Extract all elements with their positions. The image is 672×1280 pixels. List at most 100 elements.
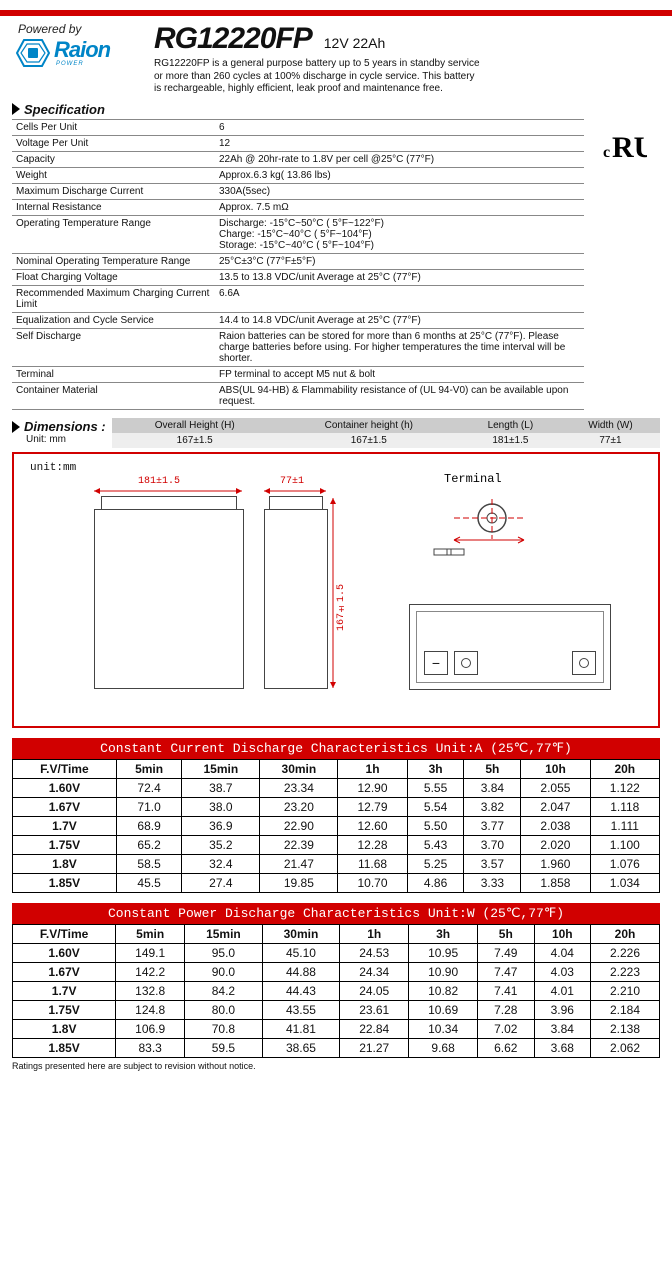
disc-cell: 72.4 [116,778,182,797]
disc-col-header: 30min [262,924,340,943]
disc-cell: 2.138 [591,1019,660,1038]
spec-value: 6 [215,119,584,135]
disc-col-header: 5h [464,759,521,778]
disc-cell: 1.960 [521,854,590,873]
spec-label: Recommended Maximum Charging Current Lim… [12,285,215,312]
disc-cell: 44.43 [262,981,340,1000]
disc-cell: 23.34 [260,778,338,797]
disc-cell: 4.01 [534,981,590,1000]
disc-col-header: 15min [182,759,260,778]
model-number: RG12220FP [154,22,312,56]
disc-cell: 21.27 [340,1038,409,1057]
dimensions-heading: Dimensions : [12,419,106,434]
disc-row-header: 1.8V [13,1019,116,1038]
disc-cell: 9.68 [409,1038,478,1057]
disc-row-header: 1.75V [13,1000,116,1019]
disc-cell: 1.034 [590,873,659,892]
disc-cell: 12.79 [338,797,407,816]
spec-label: Container Material [12,382,215,409]
dims-col-value: 77±1 [561,433,660,448]
disc-cell: 124.8 [116,1000,185,1019]
disc-cell: 1.858 [521,873,590,892]
disc-cell: 3.68 [534,1038,590,1057]
disc-cell: 5.25 [407,854,464,873]
disc-cell: 106.9 [116,1019,185,1038]
terminal-label: Terminal [444,472,502,486]
disc-cell: 3.70 [464,835,521,854]
spec-value: 330A(5sec) [215,183,584,199]
disc-cell: 23.20 [260,797,338,816]
dimension-diagram: unit:mm 181±1.5 77±1 167±1.5 Terminal [12,452,660,728]
triangle-icon [12,103,20,115]
neg-terminal-icon: − [424,651,448,675]
spec-label: Terminal [12,366,215,382]
disc-cell: 38.0 [182,797,260,816]
spec-value: 6.6A [215,285,584,312]
disc-col-header: 10h [521,759,590,778]
disc-cell: 24.34 [340,962,409,981]
disc-cell: 10.34 [409,1019,478,1038]
disc-cell: 1.076 [590,854,659,873]
disc-cell: 4.04 [534,943,590,962]
brand-name: Raion [54,37,110,62]
disc-row-header: 1.60V [13,778,117,797]
disc-cell: 1.118 [590,797,659,816]
triangle-icon [12,421,20,433]
logo-hex-icon [16,38,50,68]
disc-cell: 38.7 [182,778,260,797]
disc-cell: 12.60 [338,816,407,835]
disc-cell: 2.055 [521,778,590,797]
dimensions-header-table: Overall Height (H)Container height (h)Le… [112,418,660,448]
disc-col-header: 30min [260,759,338,778]
disc-cell: 10.70 [338,873,407,892]
disc-cell: 71.0 [116,797,182,816]
disc-col-header: 5min [116,924,185,943]
spec-label: Weight [12,167,215,183]
disc-cell: 12.28 [338,835,407,854]
voltage-capacity: 12V 22Ah [324,35,386,51]
disc-row-header: 1.7V [13,816,117,835]
disc-cell: 10.82 [409,981,478,1000]
spec-label: Internal Resistance [12,199,215,215]
disc-cell: 32.4 [182,854,260,873]
dims-col-value: 181±1.5 [460,433,561,448]
disc-row-header: 1.75V [13,835,117,854]
disc-cell: 3.57 [464,854,521,873]
disc-cell: 3.84 [464,778,521,797]
ul-mark-cell: c RU [590,119,660,173]
disc-cell: 36.9 [182,816,260,835]
disc-cell: 27.4 [182,873,260,892]
disc-cell: 22.84 [340,1019,409,1038]
diagram-top-view: − [409,604,611,690]
disc-row-header: 1.85V [13,1038,116,1057]
disc-cell: 10.90 [409,962,478,981]
disc-cell: 21.47 [260,854,338,873]
disc-cell: 23.61 [340,1000,409,1019]
disc-cell: 4.86 [407,873,464,892]
footnote: Ratings presented here are subject to re… [12,1061,660,1071]
disc-cell: 1.100 [590,835,659,854]
ul-mark-icon: c RU [601,129,649,173]
spec-value: Discharge: -15°C~50°C ( 5°F~122°F) Charg… [215,215,584,253]
disc-cell: 38.65 [262,1038,340,1057]
disc-cell: 10.69 [409,1000,478,1019]
disc-row-header: 1.85V [13,873,117,892]
current-discharge-table: F.V/Time5min15min30min1h3h5h10h20h1.60V7… [12,759,660,893]
disc-col-header: 1h [340,924,409,943]
disc-col-header: 1h [338,759,407,778]
disc-cell: 149.1 [116,943,185,962]
spec-label: Equalization and Cycle Service [12,312,215,328]
disc-cell: 11.68 [338,854,407,873]
disc-col-header: 10h [534,924,590,943]
spec-label: Nominal Operating Temperature Range [12,253,215,269]
dims-col-value: 167±1.5 [112,433,278,448]
disc-cell: 80.0 [185,1000,263,1019]
disc-col-header: 15min [185,924,263,943]
spec-value: ABS(UL 94-HB) & Flammability resistance … [215,382,584,409]
disc-cell: 2.226 [591,943,660,962]
power-table-title: Constant Power Discharge Characteristics… [12,903,660,924]
disc-cell: 4.03 [534,962,590,981]
spec-label: Operating Temperature Range [12,215,215,253]
disc-cell: 2.020 [521,835,590,854]
disc-cell: 3.33 [464,873,521,892]
